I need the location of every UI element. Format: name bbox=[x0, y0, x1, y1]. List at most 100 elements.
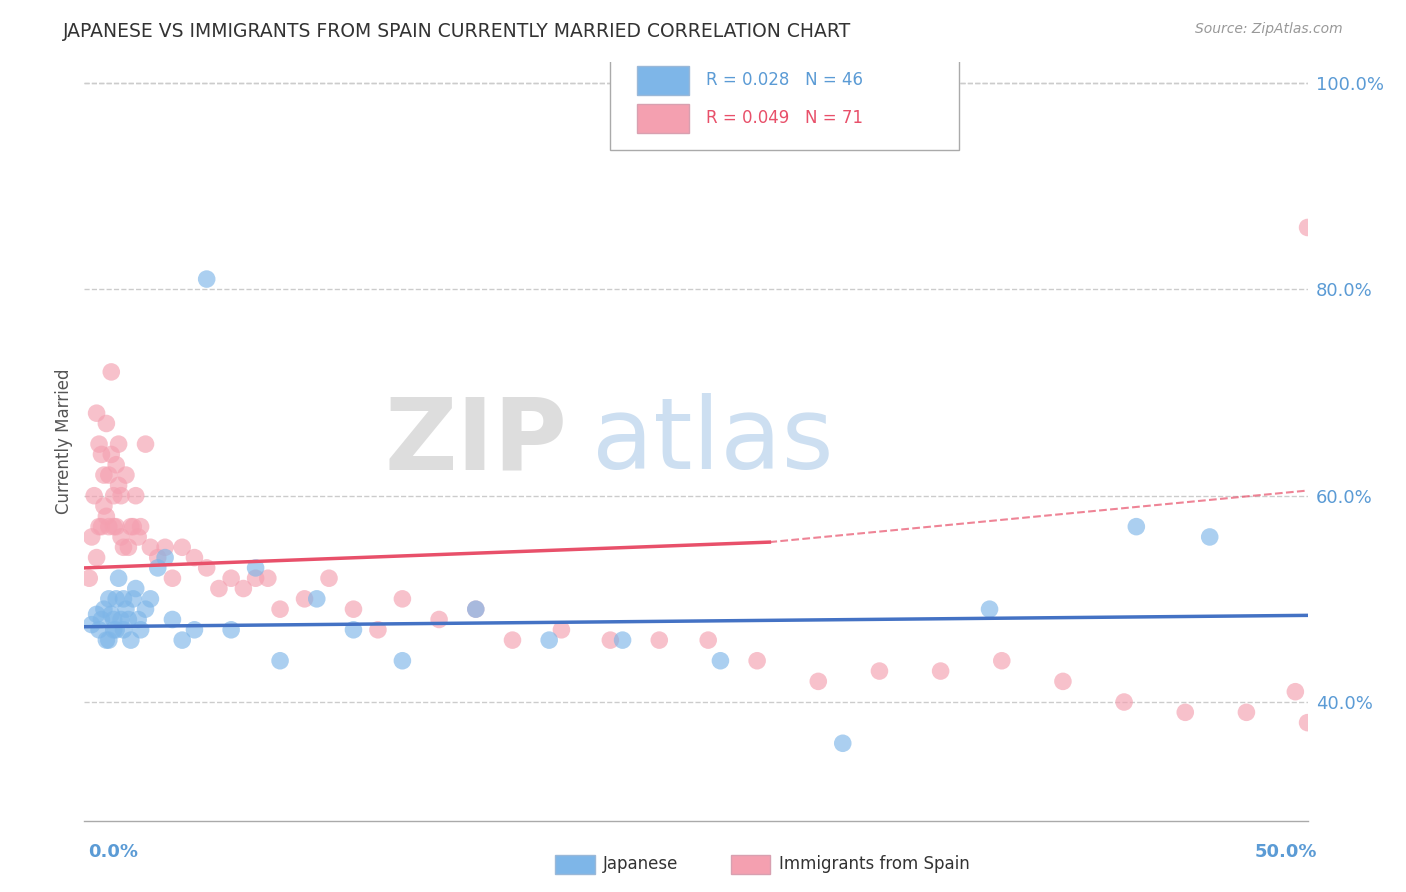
Point bbox=[86, 406, 108, 420]
Point bbox=[93, 499, 115, 513]
Point bbox=[367, 623, 389, 637]
Point bbox=[129, 519, 152, 533]
Point bbox=[117, 541, 139, 555]
Point bbox=[648, 633, 671, 648]
Point bbox=[979, 602, 1001, 616]
Point bbox=[502, 633, 524, 648]
Point bbox=[105, 591, 128, 606]
Point bbox=[90, 447, 112, 461]
Point bbox=[146, 550, 169, 565]
Point bbox=[153, 541, 176, 555]
Point bbox=[232, 582, 254, 596]
Text: R = 0.049   N = 71: R = 0.049 N = 71 bbox=[706, 109, 863, 127]
Point bbox=[100, 607, 122, 622]
Point bbox=[146, 561, 169, 575]
Point bbox=[86, 607, 108, 622]
Point bbox=[294, 591, 316, 606]
Point bbox=[747, 654, 769, 668]
Point bbox=[245, 561, 267, 575]
Point bbox=[110, 612, 132, 626]
Point bbox=[464, 602, 486, 616]
Point bbox=[97, 468, 120, 483]
Point bbox=[90, 519, 112, 533]
Text: Source: ZipAtlas.com: Source: ZipAtlas.com bbox=[1195, 22, 1343, 37]
Point bbox=[1052, 674, 1074, 689]
Point bbox=[127, 612, 149, 626]
Text: 0.0%: 0.0% bbox=[89, 843, 139, 861]
Point bbox=[86, 550, 108, 565]
Point bbox=[162, 612, 184, 626]
Point bbox=[139, 541, 162, 555]
Text: Japanese: Japanese bbox=[603, 855, 679, 873]
Point bbox=[208, 582, 231, 596]
Point bbox=[139, 591, 162, 606]
Text: atlas: atlas bbox=[592, 393, 834, 490]
Point bbox=[183, 623, 205, 637]
Point bbox=[122, 519, 145, 533]
Point bbox=[112, 591, 135, 606]
Point bbox=[195, 272, 218, 286]
Point bbox=[110, 530, 132, 544]
Point bbox=[1236, 706, 1258, 720]
Point bbox=[115, 468, 138, 483]
Point bbox=[195, 561, 218, 575]
Point bbox=[110, 489, 132, 503]
Point bbox=[125, 582, 148, 596]
Point bbox=[464, 602, 486, 616]
Point bbox=[391, 591, 413, 606]
Point bbox=[93, 468, 115, 483]
Point bbox=[117, 612, 139, 626]
Point bbox=[172, 633, 194, 648]
Point bbox=[105, 458, 128, 472]
Point bbox=[90, 612, 112, 626]
Point bbox=[269, 602, 291, 616]
Point bbox=[87, 519, 110, 533]
Point bbox=[97, 591, 120, 606]
Point bbox=[83, 489, 105, 503]
Point bbox=[391, 654, 413, 668]
Point bbox=[112, 541, 135, 555]
Point bbox=[1296, 715, 1319, 730]
Point bbox=[269, 654, 291, 668]
Bar bbox=[637, 104, 689, 133]
Text: JAPANESE VS IMMIGRANTS FROM SPAIN CURRENTLY MARRIED CORRELATION CHART: JAPANESE VS IMMIGRANTS FROM SPAIN CURREN… bbox=[63, 22, 852, 41]
Point bbox=[87, 623, 110, 637]
Point bbox=[219, 571, 242, 585]
Point bbox=[112, 623, 135, 637]
Point bbox=[1198, 530, 1220, 544]
Point bbox=[257, 571, 280, 585]
Point bbox=[1174, 706, 1197, 720]
Point bbox=[807, 674, 830, 689]
Point bbox=[219, 623, 242, 637]
FancyBboxPatch shape bbox=[610, 47, 959, 150]
Point bbox=[96, 509, 118, 524]
Point bbox=[538, 633, 561, 648]
Point bbox=[318, 571, 340, 585]
Point bbox=[929, 664, 952, 678]
Text: ZIP: ZIP bbox=[385, 393, 568, 490]
Point bbox=[96, 417, 118, 431]
Point bbox=[87, 437, 110, 451]
Point bbox=[550, 623, 572, 637]
Point bbox=[103, 612, 125, 626]
Point bbox=[599, 633, 621, 648]
Point bbox=[183, 550, 205, 565]
Point bbox=[105, 623, 128, 637]
Point bbox=[122, 591, 145, 606]
Point bbox=[1125, 519, 1147, 533]
Point bbox=[107, 478, 129, 492]
Point bbox=[127, 530, 149, 544]
Point bbox=[125, 489, 148, 503]
Point bbox=[1114, 695, 1136, 709]
Point bbox=[115, 602, 138, 616]
Point bbox=[100, 365, 122, 379]
Point bbox=[105, 519, 128, 533]
Point bbox=[135, 437, 157, 451]
Point bbox=[1284, 684, 1306, 698]
Point bbox=[96, 633, 118, 648]
Point bbox=[93, 602, 115, 616]
Point bbox=[342, 623, 364, 637]
Point bbox=[135, 602, 157, 616]
Point bbox=[129, 623, 152, 637]
Point bbox=[427, 612, 450, 626]
